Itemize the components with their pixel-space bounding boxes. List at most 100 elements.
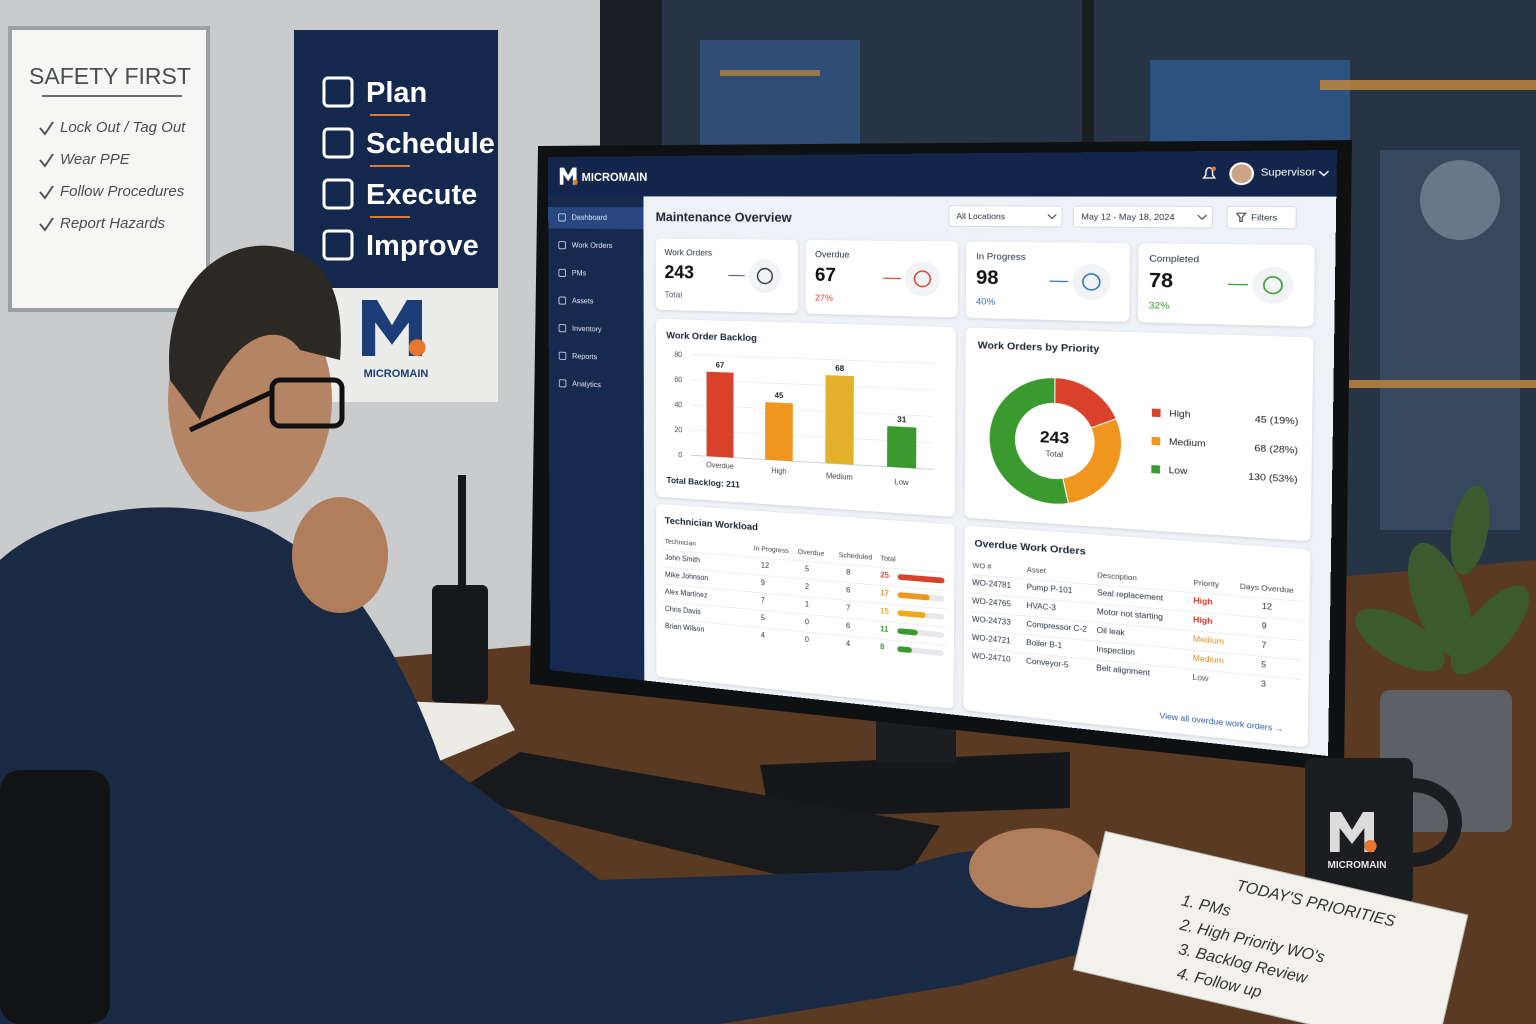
railing	[720, 70, 820, 76]
table-cell: Chris Davis	[664, 604, 701, 617]
bar	[887, 426, 917, 469]
table-cell: Belt alignment	[1096, 663, 1151, 678]
step-icon	[322, 127, 354, 159]
donut-center-value: 243	[1040, 427, 1070, 448]
table-cell: HVAC-3	[1026, 601, 1056, 613]
x-tick-label: Low	[894, 478, 909, 487]
table-cell: Pump P-101	[1026, 582, 1073, 596]
legend-label: High	[1169, 408, 1190, 420]
bar	[706, 371, 734, 458]
keyboard	[450, 752, 940, 902]
bar-chart: 0 20 40 60 80 67 Overdue 45 High 68 Medium 31 Low	[674, 351, 956, 488]
workload-bar	[897, 573, 945, 584]
legend-swatch	[1151, 465, 1161, 474]
kpi-sub: 40%	[975, 296, 996, 308]
table-cell: WO-24781	[972, 578, 1012, 591]
donut-segment	[1055, 378, 1117, 429]
step-icon	[322, 76, 354, 108]
nav-label: PMs	[571, 268, 587, 278]
table-cell: 4	[845, 639, 851, 648]
kpi-label: Work Orders	[664, 247, 713, 259]
nav-label: Analytics	[572, 378, 601, 390]
table-cell: 12	[760, 560, 770, 570]
nav-icon	[558, 379, 567, 388]
column-header: Overdue	[797, 547, 825, 558]
check	[39, 217, 54, 232]
table-cell: 8	[846, 567, 851, 577]
backlog-card: Work Order Backlog 0 20 40 60 80 67 Overdue 45 Hi…	[655, 318, 956, 518]
mug-handle	[1409, 778, 1462, 867]
monitor-screen: MICROMAIN Supervisor Dashboard Work Orders P…	[548, 149, 1337, 757]
logo-m	[362, 300, 422, 356]
header	[548, 149, 1337, 197]
nav-label: Inventory	[572, 323, 602, 334]
table-cell: John Smith	[664, 553, 700, 565]
chair	[0, 770, 110, 1024]
table-cell: 6	[846, 585, 851, 595]
step-icon	[322, 229, 354, 261]
chart-annotation: Total Backlog: 211	[666, 475, 740, 491]
legend-label: Medium	[1169, 436, 1206, 449]
kpi-label: Overdue	[815, 249, 850, 261]
table-cell: 1	[804, 599, 810, 609]
user-chevron	[1319, 171, 1328, 177]
nav-icon	[558, 324, 567, 333]
row-divider	[969, 629, 1302, 661]
monitor-base	[760, 752, 1070, 818]
kpi-card: Work Orders 243 Total	[655, 238, 799, 314]
kpi-card: Overdue 67 27%	[805, 239, 959, 318]
column-header: Total	[880, 553, 896, 564]
bar-value-label: 31	[897, 416, 906, 425]
kpi-label: In Progress	[976, 251, 1026, 263]
glasses	[269, 377, 345, 429]
nav-icon	[558, 268, 566, 277]
kpi-value: 67	[814, 264, 836, 286]
chart-title: Work Order Backlog	[666, 330, 757, 344]
mug-brand: MICROMAIN	[1328, 860, 1387, 871]
poster-top	[294, 30, 498, 288]
table-cell: 15	[880, 606, 889, 616]
radio-antenna	[458, 475, 466, 587]
table-cell: Conveyor-5	[1026, 656, 1069, 670]
railing	[1320, 80, 1536, 90]
kpi-card: Completed 78 32%	[1137, 243, 1315, 327]
x-tick-label: Medium	[826, 472, 853, 482]
table-cell: Compressor C-2	[1026, 619, 1087, 634]
table-cell: 0	[804, 635, 809, 644]
bar-value-label: 67	[716, 362, 725, 370]
filter-icon	[1048, 212, 1056, 220]
table-cell: 5	[1261, 659, 1267, 670]
filter-icon	[1237, 213, 1246, 221]
table-cell: 3	[1260, 679, 1266, 689]
table-cell: Low	[1192, 672, 1209, 684]
kpi-icon-bg	[1072, 263, 1111, 301]
table-cell: 7	[1261, 640, 1267, 651]
legend-swatch	[1151, 408, 1161, 418]
table-cell: WO-24710	[971, 651, 1011, 664]
view-all-link[interactable]: View all overdue work orders →	[1159, 711, 1284, 734]
kpi-icon	[1049, 263, 1111, 301]
icon	[1237, 213, 1246, 221]
logo	[362, 300, 426, 356]
motor	[1420, 160, 1500, 240]
dashboard-title: Maintenance Overview	[655, 209, 792, 225]
poster-step: Schedule	[366, 128, 495, 160]
nav-label: Work Orders	[571, 240, 613, 250]
bar-value-label: 45	[775, 392, 784, 400]
logo	[1330, 812, 1377, 853]
card-title: Overdue Work Orders	[974, 537, 1086, 558]
nav-icon	[558, 241, 566, 250]
icon	[1198, 215, 1207, 219]
kpi-icon	[883, 261, 941, 297]
table-cell: Inspection	[1096, 644, 1136, 658]
table-cell: 0	[804, 617, 810, 627]
table-cell: 5	[760, 613, 765, 623]
nav-label: Dashboard	[571, 212, 607, 222]
donut-chart: High 45 (19%) Medium 68 (28%) Low 130 (53%) 24…	[965, 328, 1299, 542]
nav-label: Assets	[571, 295, 594, 306]
person-hand	[292, 497, 388, 613]
nav-icon	[558, 351, 567, 360]
kpi-value: 98	[976, 267, 999, 290]
whiteboard-item: Follow Procedures	[60, 183, 185, 200]
